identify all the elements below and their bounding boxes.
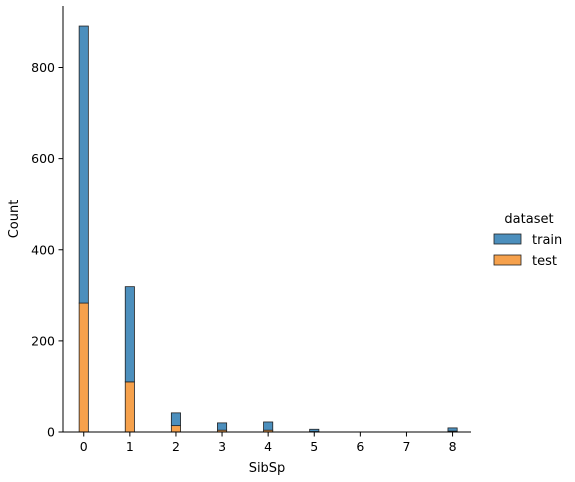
x-axis-label: SibSp — [249, 461, 286, 476]
bar-test-x0 — [78, 302, 89, 433]
bar-train-x1 — [124, 286, 135, 383]
bar-test-x1 — [124, 381, 135, 433]
y-tick-label: 600 — [31, 151, 55, 166]
y-axis-label: Count — [7, 200, 22, 239]
x-tick-label: 6 — [356, 439, 364, 454]
legend-swatch-test — [493, 254, 522, 266]
legend-swatch-train — [493, 233, 522, 245]
y-tick-label: 400 — [31, 242, 55, 257]
bar-train-x8 — [447, 427, 458, 432]
x-tick-label: 8 — [449, 439, 457, 454]
bar-train-x3 — [217, 422, 228, 431]
y-axis-ticks: 0 200 400 600 800 — [31, 60, 63, 440]
x-tick-label: 5 — [310, 439, 318, 454]
x-tick-label: 4 — [264, 439, 272, 454]
legend-label-test: test — [532, 254, 557, 269]
bars-layer — [78, 25, 458, 433]
legend-label-train: train — [532, 233, 562, 248]
x-tick-label: 3 — [218, 439, 226, 454]
x-tick-label: 0 — [80, 439, 88, 454]
x-axis-ticks: 0 1 2 3 4 5 6 7 8 — [80, 432, 457, 454]
x-tick-label: 2 — [172, 439, 180, 454]
legend-items: train test — [493, 233, 562, 269]
bar-train-x2 — [170, 412, 181, 427]
y-tick-label: 0 — [47, 425, 55, 440]
legend: dataset train test — [493, 212, 562, 269]
x-tick-label: 7 — [402, 439, 410, 454]
legend-title: dataset — [504, 212, 553, 227]
bar-train-x4 — [263, 421, 274, 431]
bar-train-x0 — [78, 25, 89, 304]
y-tick-label: 800 — [31, 60, 55, 75]
y-tick-label: 200 — [31, 333, 55, 348]
bar-train-x5 — [309, 428, 320, 432]
bar-test-x2 — [170, 425, 181, 433]
x-tick-label: 1 — [126, 439, 134, 454]
